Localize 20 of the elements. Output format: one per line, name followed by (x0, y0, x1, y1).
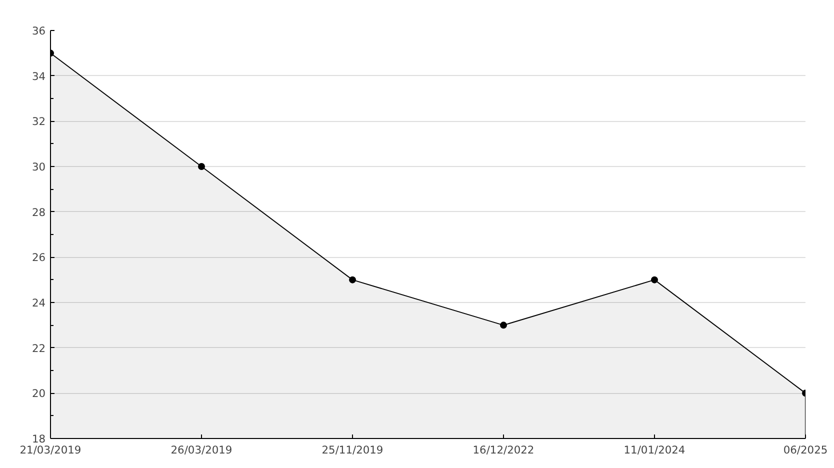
y-tick-label: 24 (32, 296, 46, 310)
y-tick-label: 20 (32, 387, 46, 400)
y-tick-label: 26 (32, 251, 46, 264)
point (198, 163, 205, 170)
x-tick-label: 25/11/2019 (322, 444, 384, 456)
y-tick-label: 28 (32, 206, 46, 219)
point (500, 322, 507, 329)
y-tick-label: 34 (32, 70, 46, 83)
x-tick-label: 16/12/2022 (472, 444, 534, 456)
y-tick-label: 36 (32, 24, 46, 38)
x-tick-label: 26/03/2019 (170, 444, 232, 456)
y-tick-label: 32 (32, 115, 46, 128)
point (651, 276, 658, 284)
x-tick-label: 21/03/2019 (20, 444, 82, 456)
x-tick-label: 06/2025 (783, 444, 828, 456)
y-tick-label: 22 (32, 342, 46, 355)
point (349, 276, 356, 284)
x-tick-label: 11/01/2024 (624, 444, 686, 456)
y-tick-label: 18 (32, 432, 46, 446)
y-tick-label: 30 (32, 160, 46, 174)
